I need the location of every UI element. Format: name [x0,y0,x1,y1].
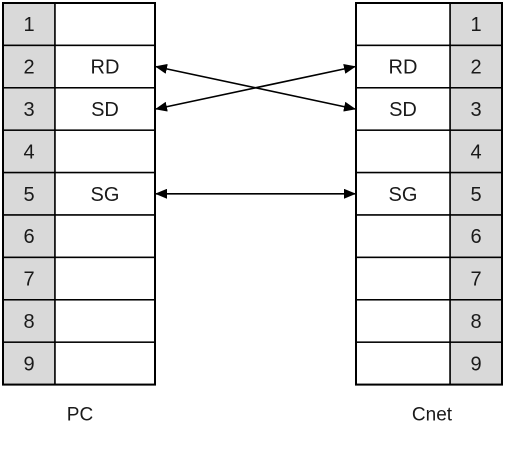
left-signal-cell [54,341,156,386]
left-pin-cell [2,341,56,386]
right-signal-cell [355,299,451,343]
left-pin-number: 4 [23,141,34,163]
left-signal-cell [54,256,156,301]
left-pin-number: 1 [23,14,34,36]
left-pin-number: 8 [23,311,34,333]
right-signal-name: SG [389,184,418,206]
left-connector: 1 2 RD 3 SD 4 5 SG 6 7 8 9 [2,2,156,386]
right-signal-cell [355,214,451,259]
left-pin-number: 2 [23,57,34,79]
wires [155,64,356,199]
left-signal-name: SG [91,184,120,206]
left-signal-name: RD [91,57,120,79]
right-signal-cell [355,87,451,131]
right-signal-cell [355,2,451,47]
right-signal-cell [355,256,451,301]
left-signal-name: SD [91,99,119,121]
right-signal-cell [355,129,451,174]
right-pin-number: 4 [470,141,481,163]
left-signal-cell [54,129,156,174]
right-pin-number: 1 [470,14,481,36]
right-connector-outline [355,2,503,386]
left-pin-cell [2,44,56,89]
right-signal-cell [355,341,451,386]
right-signal-cell [355,44,451,89]
right-signal-cell [355,171,451,216]
left-signal-cell [54,214,156,259]
right-pin-cell [449,87,503,131]
left-pin-number: 3 [23,99,34,121]
right-pin-number: 5 [470,184,481,206]
left-pin-number: 6 [23,226,34,248]
right-pin-cell [449,299,503,343]
left-signal-cell [54,299,156,343]
left-pin-number: 9 [23,353,34,375]
right-pin-number: 3 [470,99,481,121]
right-pin-number: 9 [470,353,481,375]
left-pin-number: 7 [23,269,34,291]
right-signal-name: SD [389,99,417,121]
right-connector-label: Cnet [412,405,453,426]
left-pin-number: 5 [23,184,34,206]
right-pin-number: 6 [470,226,481,248]
right-pin-number: 8 [470,311,481,333]
right-signal-name: RD [389,57,418,79]
left-signal-cell [54,2,156,47]
left-signal-cell [54,171,156,216]
right-pin-number: 7 [470,269,481,291]
right-connector: 1 2 RD 3 SD 4 5 SG 6 7 8 9 [355,2,503,386]
wire-connection [155,64,356,112]
right-pin-number: 2 [470,57,481,79]
left-connector-label: PC [67,405,93,426]
